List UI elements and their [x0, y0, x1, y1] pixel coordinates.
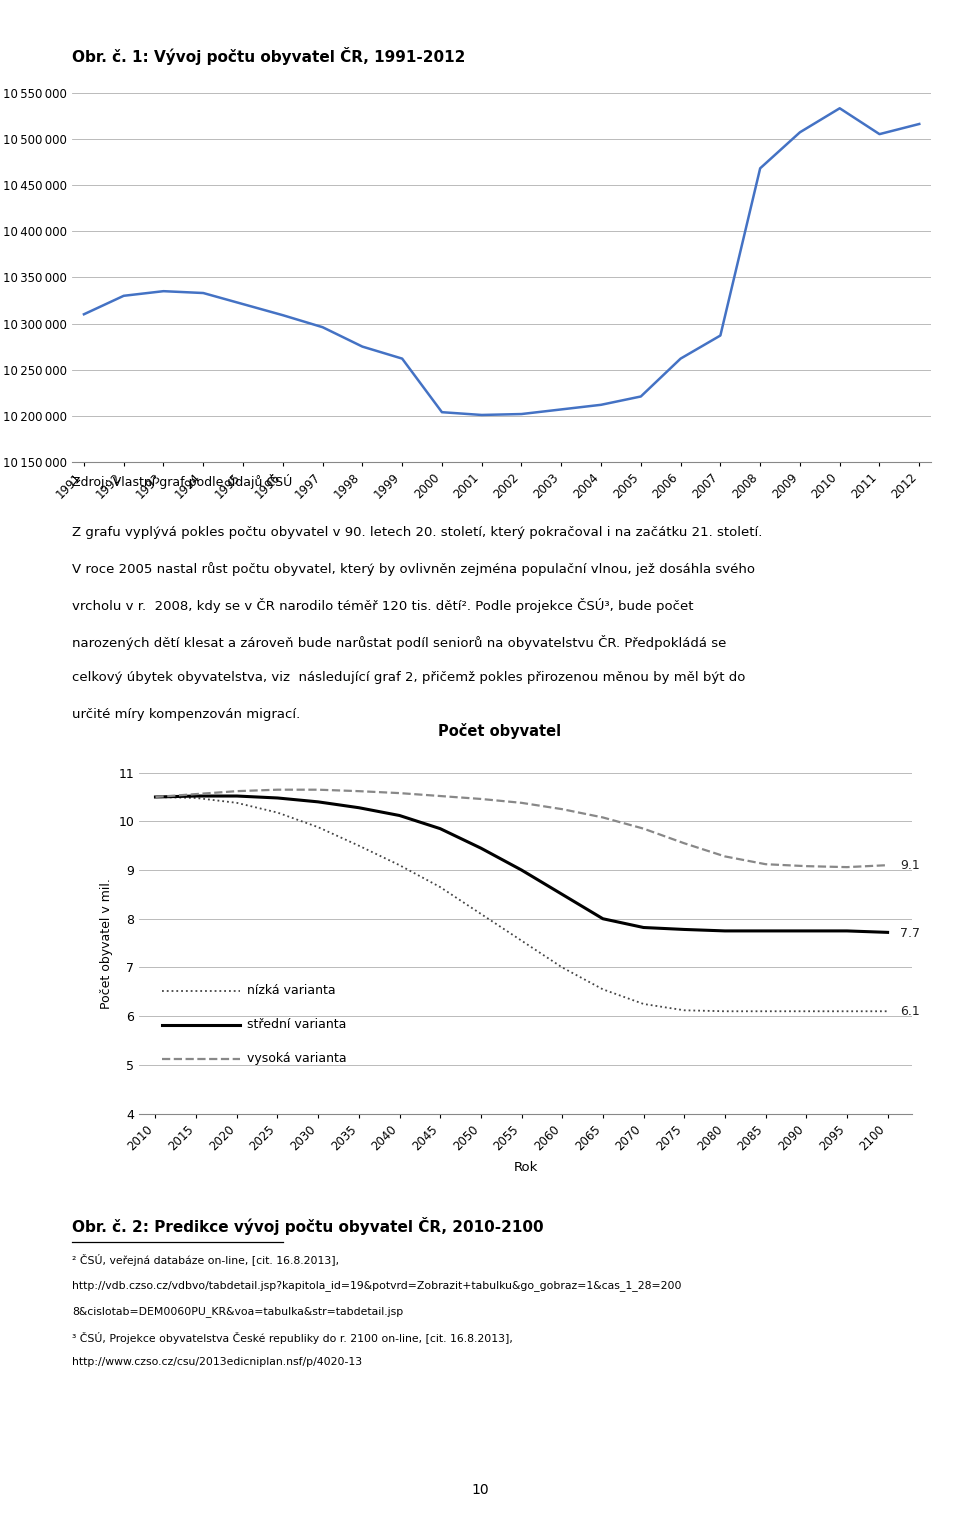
Text: Obr. č. 2: Predikce vývoj počtu obyvatel ČR, 2010-2100: Obr. č. 2: Predikce vývoj počtu obyvatel…	[72, 1217, 543, 1235]
X-axis label: Rok: Rok	[514, 1160, 538, 1174]
Text: vrcholu v r.  2008, kdy se v ČR narodilo téměř 120 tis. dětí². Podle projekce ČS: vrcholu v r. 2008, kdy se v ČR narodilo …	[72, 598, 693, 614]
Text: V roce 2005 nastal růst počtu obyvatel, který by ovlivněn zejména populační vlno: V roce 2005 nastal růst počtu obyvatel, …	[72, 562, 755, 576]
Text: 9.1: 9.1	[900, 859, 920, 871]
Text: ² ČSÚ, veřejná databáze on-line, [cit. 16.8.2013],: ² ČSÚ, veřejná databáze on-line, [cit. 1…	[72, 1254, 339, 1267]
Text: celkový úbytek obyvatelstva, viz  následující graf 2, přičemž pokles přirozenou : celkový úbytek obyvatelstva, viz následu…	[72, 671, 745, 685]
Text: Zdroj: Vlastní graf podle údajů ČSÚ: Zdroj: Vlastní graf podle údajů ČSÚ	[72, 474, 292, 489]
Text: určité míry kompenzován migrací.: určité míry kompenzován migrací.	[72, 708, 300, 721]
Text: http://www.czso.cz/csu/2013edicniplan.nsf/p/4020-13: http://www.czso.cz/csu/2013edicniplan.ns…	[72, 1357, 362, 1368]
Text: Počet obyvatel: Počet obyvatel	[438, 723, 561, 739]
Text: narozených dětí klesat a zároveň bude narůstat podíl seniorů na obyvatelstvu ČR.: narozených dětí klesat a zároveň bude na…	[72, 635, 727, 650]
Text: 6.1: 6.1	[900, 1004, 920, 1018]
Y-axis label: Počet obyvatel v mil.: Počet obyvatel v mil.	[100, 877, 113, 1009]
Text: Obr. č. 1: Vývoj počtu obyvatel ČR, 1991-2012: Obr. č. 1: Vývoj počtu obyvatel ČR, 1991…	[72, 47, 466, 65]
Text: Z grafu vyplývá pokles počtu obyvatel v 90. letech 20. století, který pokračoval: Z grafu vyplývá pokles počtu obyvatel v …	[72, 526, 762, 539]
Text: ³ ČSÚ, Projekce obyvatelstva České republiky do r. 2100 on-line, [cit. 16.8.2013: ³ ČSÚ, Projekce obyvatelstva České repub…	[72, 1332, 513, 1344]
Text: 7.7: 7.7	[900, 927, 920, 939]
Text: nízká varianta: nízká varianta	[248, 985, 336, 997]
Text: vysoká varianta: vysoká varianta	[248, 1053, 347, 1065]
Text: http://vdb.czso.cz/vdbvo/tabdetail.jsp?kapitola_id=19&potvrd=Zobrazit+tabulku&go: http://vdb.czso.cz/vdbvo/tabdetail.jsp?k…	[72, 1280, 682, 1291]
Text: 10: 10	[471, 1483, 489, 1497]
Text: střední varianta: střední varianta	[248, 1018, 347, 1032]
Text: 8&cislotab=DEM0060PU_KR&voa=tabulka&str=tabdetail.jsp: 8&cislotab=DEM0060PU_KR&voa=tabulka&str=…	[72, 1306, 403, 1317]
